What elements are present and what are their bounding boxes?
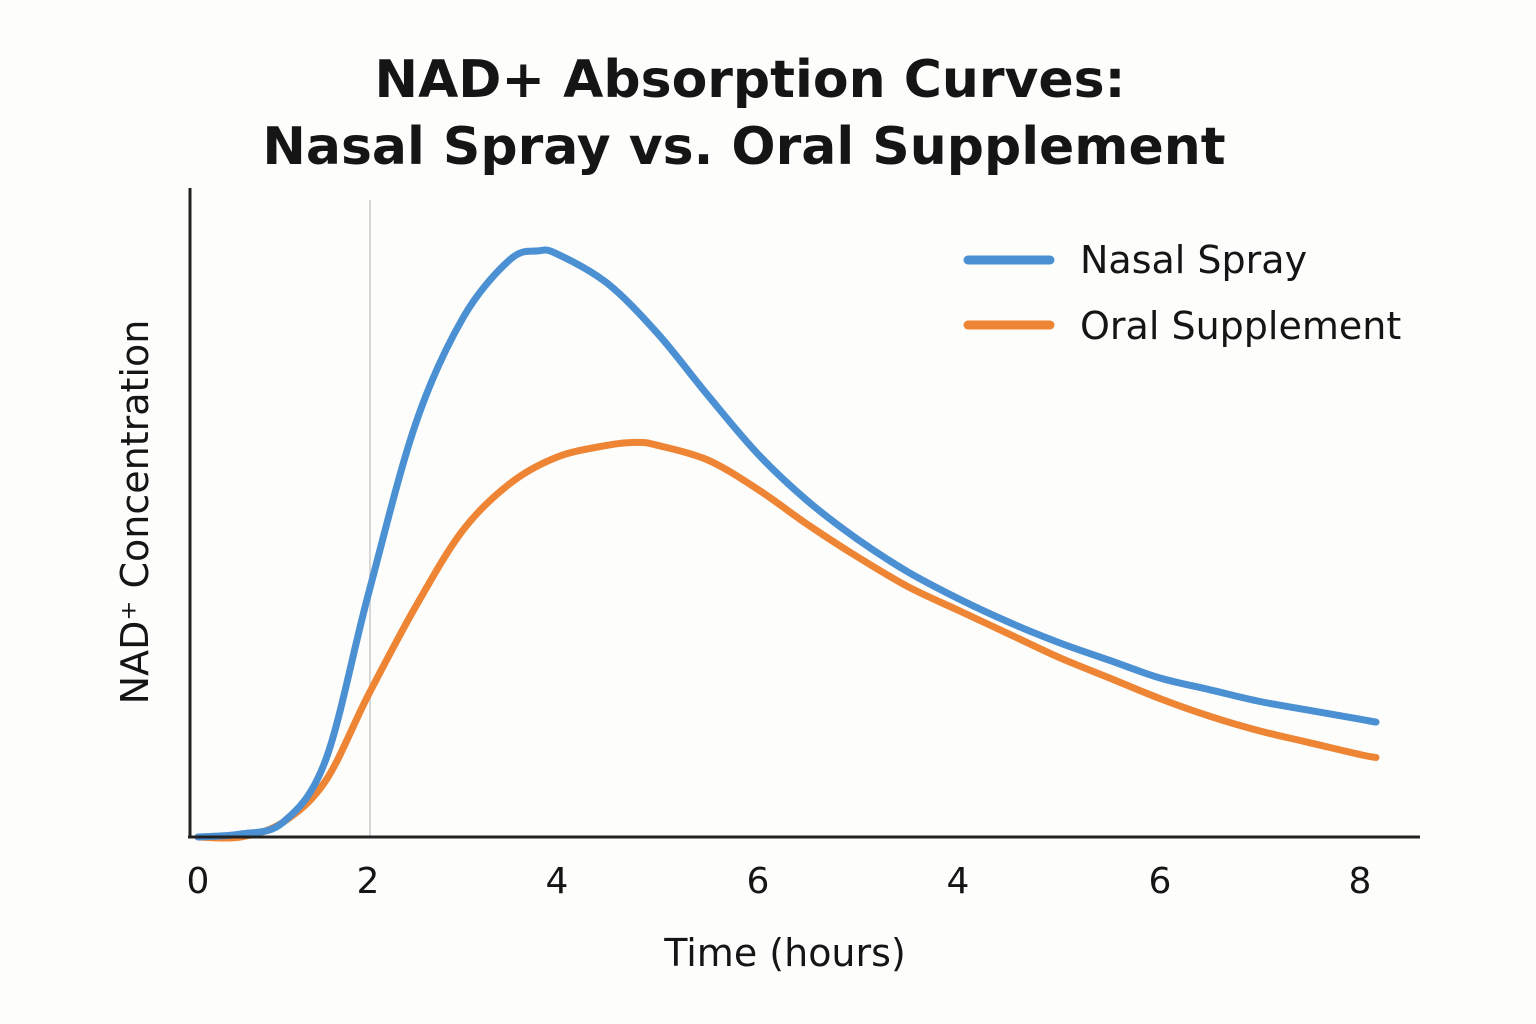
x-tick-label: 2: [357, 861, 380, 902]
x-tick-label: 6: [747, 861, 770, 902]
x-tick-label: 6: [1149, 861, 1172, 902]
legend: Nasal Spray Oral Supplement: [963, 238, 1401, 348]
x-tick-label: 4: [546, 861, 569, 902]
x-tick-labels: 0 2 4 6 4 6 8: [187, 861, 1372, 902]
series-line-oral-supplement: [194, 438, 1380, 842]
legend-label-oral-supplement: Oral Supplement: [1080, 304, 1401, 348]
x-tick-label: 4: [947, 861, 970, 902]
chart-title-line-1: NAD+ Absorption Curves:: [375, 50, 1126, 110]
legend-label-nasal-spray: Nasal Spray: [1080, 238, 1307, 282]
x-tick-label: 0: [187, 861, 210, 902]
x-tick-label: 8: [1349, 861, 1372, 902]
chart-title-line-2: Nasal Spray vs. Oral Supplement: [262, 117, 1225, 177]
x-axis-label: Time (hours): [663, 931, 906, 975]
plot-area: [194, 200, 1380, 842]
y-axis-label: NAD⁺ Concentration: [113, 320, 157, 705]
series-line-nasal-spray: [194, 246, 1380, 841]
